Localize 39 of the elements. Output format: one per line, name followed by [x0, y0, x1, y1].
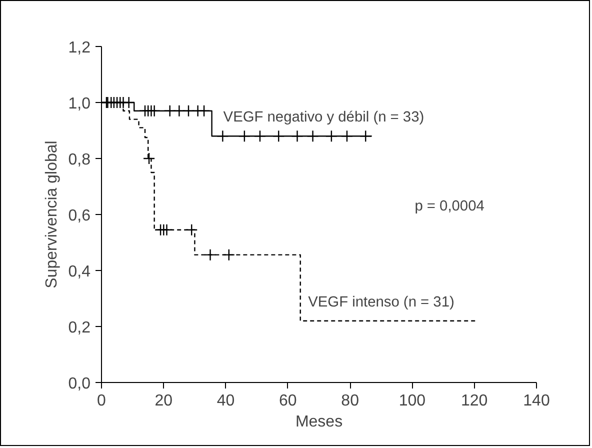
x-tick-label: 120 [461, 392, 488, 410]
point [216, 130, 229, 142]
y-tick-label: 0,4 [68, 264, 91, 280]
point [182, 104, 195, 117]
x-tick-label: 40 [216, 392, 235, 410]
x-tick-label: 20 [154, 392, 173, 410]
x-tick-label: 60 [279, 392, 297, 410]
y-tick-label: 0,2 [68, 320, 91, 336]
annotation: VEGF negativo y débil (n = 33) [223, 109, 424, 126]
point [306, 130, 319, 142]
y-axis-title: Supervivencia global [43, 140, 60, 288]
point [122, 96, 135, 109]
point [325, 130, 338, 142]
point [340, 130, 354, 142]
y-tick-label: 1,2 [68, 40, 91, 56]
annotation: VEGF intenso (n = 31) [308, 294, 454, 310]
point [114, 96, 126, 109]
point [204, 248, 216, 261]
point [142, 152, 156, 165]
point [238, 130, 251, 142]
x-tick-label: 140 [523, 392, 550, 410]
annotation: p = 0,0004 [414, 198, 484, 214]
y-tick-label: 0,8 [68, 152, 91, 168]
point [198, 104, 210, 117]
point [173, 104, 186, 117]
y-tick-label: 1,0 [68, 96, 91, 112]
point [272, 130, 285, 142]
y-tick-label: 0,6 [68, 208, 91, 224]
x-axis-title: Meses [295, 414, 343, 430]
point [254, 130, 266, 142]
point [222, 248, 235, 261]
y-tick-label: 0,0 [68, 376, 91, 392]
point [186, 224, 198, 236]
point [164, 104, 176, 117]
x-tick-label: 80 [341, 392, 360, 410]
point [291, 130, 304, 142]
x-tick-label: 100 [398, 392, 426, 410]
point [160, 224, 173, 236]
x-tick-label: 0 [97, 392, 106, 410]
